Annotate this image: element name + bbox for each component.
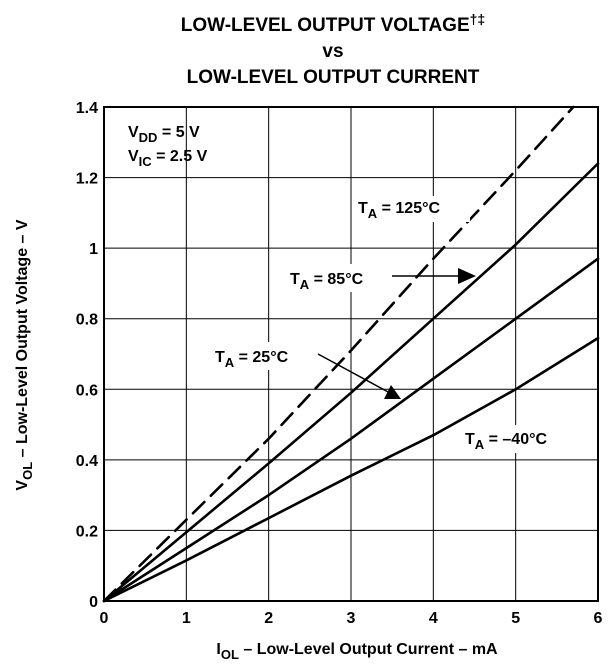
title-line-2: vs [322, 41, 343, 62]
x-tick-label: 3 [347, 610, 356, 627]
grid [103, 106, 599, 602]
series-labels: TA = 125°C TA = 85°C TA = 25°C TA = –40°… [210, 196, 584, 453]
series-label-125c: TA = 125°C [358, 200, 441, 221]
y-tick-label: 0.4 [76, 453, 98, 470]
x-tick-label: 0 [100, 610, 109, 627]
pointer-arrows [317, 268, 476, 399]
x-tick-label: 1 [182, 610, 191, 627]
title-line-3: LOW-LEVEL OUTPUT CURRENT [187, 67, 480, 88]
y-tick-label: 1.4 [76, 100, 98, 117]
y-tick-label: 1.2 [76, 171, 98, 188]
y-axis-label: VOL – Low-Level Output Voltage – V [14, 219, 35, 490]
series-line-1 [102, 162, 600, 603]
x-tick-label: 4 [429, 610, 438, 627]
x-axis-ticks: 0 1 2 3 4 5 6 [100, 610, 603, 627]
series-line-3 [102, 336, 600, 603]
series-label-85c: TA = 85°C [290, 271, 364, 292]
arrow-85c-head [458, 268, 476, 284]
series-label-25c: TA = 25°C [215, 349, 289, 370]
title-line-1: LOW-LEVEL OUTPUT VOLTAGE†‡ [181, 11, 485, 36]
y-tick-label: 0.6 [76, 382, 98, 399]
series-line-0 [102, 105, 575, 603]
plot-frame [103, 106, 599, 602]
x-tick-label: 6 [594, 610, 603, 627]
x-tick-label: 5 [511, 610, 520, 627]
y-tick-label: 0.8 [76, 312, 98, 329]
y-axis-ticks: 0 0.2 0.4 0.6 0.8 1 1.2 1.4 [76, 100, 98, 611]
condition-vdd: VDD = 5 V [128, 124, 200, 145]
arrow-25c-shaft [317, 353, 391, 394]
title-footnote-marks: †‡ [470, 11, 486, 27]
series-line-2 [102, 257, 600, 603]
series-layer [102, 105, 600, 603]
x-axis-label: IOL – Low-Level Output Current – mA [216, 641, 498, 662]
series-label-m40c: TA = –40°C [465, 431, 548, 452]
y-tick-label: 0 [89, 594, 98, 611]
condition-vic: VIC = 2.5 V [128, 148, 208, 169]
arrow-25c-head [384, 385, 401, 399]
y-tick-label: 1 [89, 241, 98, 258]
x-tick-label: 2 [264, 610, 273, 627]
conditions: VDD = 5 V VIC = 2.5 V [128, 124, 208, 169]
chart-title: LOW-LEVEL OUTPUT VOLTAGE†‡ vs LOW-LEVEL … [181, 11, 485, 88]
y-tick-label: 0.2 [76, 523, 98, 540]
